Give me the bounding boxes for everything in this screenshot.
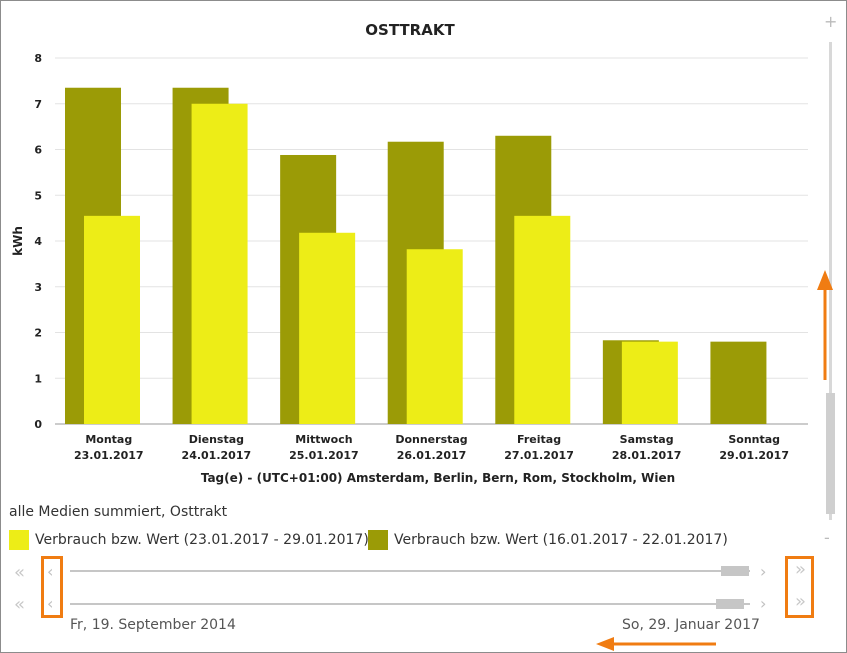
bar-current-week[interactable] (514, 215, 571, 424)
legend-swatch-previous (368, 530, 388, 550)
legend-swatch-current (9, 530, 29, 550)
y-tick-label: 5 (34, 189, 42, 202)
x-tick-date: 25.01.2017 (289, 449, 359, 462)
bars (65, 87, 767, 425)
x-tick-day: Montag (85, 433, 132, 446)
y-tick-label: 6 (34, 144, 42, 157)
legend-item-current[interactable]: Verbrauch bzw. Wert (23.01.2017 - 29.01.… (9, 530, 369, 550)
x-tick-date: 27.01.2017 (504, 449, 574, 462)
navigator-start-date: Fr, 19. September 2014 (70, 617, 236, 633)
navigator-track-top[interactable] (70, 570, 750, 572)
x-tick-day: Sonntag (728, 433, 780, 446)
navigator-handle-bottom[interactable] (716, 599, 744, 609)
legend-label-previous: Verbrauch bzw. Wert (16.01.2017 - 22.01.… (394, 532, 728, 548)
x-tick-labels: Montag 23.01.2017 Dienstag 24.01.2017 Mittwo… (74, 433, 789, 462)
y-tick-labels: 0 1 2 3 4 5 6 7 8 (34, 52, 42, 431)
chevron-left-icon-2[interactable]: ‹ (47, 594, 54, 613)
y-tick-label: 8 (34, 52, 42, 65)
last-page-icon[interactable]: » (795, 559, 807, 580)
y-tick-label: 0 (34, 418, 42, 431)
y-tick-label: 2 (34, 327, 42, 340)
bar-current-week[interactable] (406, 249, 463, 424)
zoom-out-icon[interactable]: - (824, 528, 830, 547)
zoom-in-icon[interactable]: + (824, 12, 838, 31)
chevron-right-icon-2[interactable]: › (760, 594, 767, 613)
chevron-right-icon[interactable]: › (760, 562, 767, 581)
x-tick-date: 23.01.2017 (74, 449, 144, 462)
vertical-scroll-thumb[interactable] (826, 393, 835, 514)
y-axis-label: kWh (11, 226, 25, 256)
x-tick-date: 24.01.2017 (182, 449, 252, 462)
navigator-track-bottom[interactable] (70, 603, 750, 605)
x-tick-day: Dienstag (189, 433, 244, 446)
x-tick-day: Samstag (620, 433, 674, 446)
x-axis-label: Tag(e) - (UTC+01:00) Amsterdam, Berlin, … (201, 471, 675, 485)
legend-label-current: Verbrauch bzw. Wert (23.01.2017 - 29.01.… (35, 532, 369, 548)
last-page-icon-2[interactable]: » (795, 591, 807, 612)
bar-current-week[interactable] (621, 341, 678, 424)
up-arrow-icon (817, 270, 833, 290)
left-arrow-icon (596, 637, 614, 651)
x-tick-date: 29.01.2017 (719, 449, 789, 462)
x-tick-day: Mittwoch (295, 433, 352, 446)
first-page-icon-2[interactable]: « (14, 594, 26, 615)
chevron-left-icon[interactable]: ‹ (47, 562, 54, 581)
legend-title: alle Medien summiert, Osttrakt (9, 504, 228, 520)
navigator-handle-top[interactable] (721, 566, 749, 576)
bar-chart: OSTTRAKT 0 1 2 3 4 5 6 7 8 kWh Montag 23.01.2017 D… (11, 21, 808, 485)
x-tick-day: Freitag (517, 433, 561, 446)
bar-previous-week[interactable] (710, 341, 767, 424)
bar-current-week[interactable] (84, 215, 140, 424)
chart-title: OSTTRAKT (365, 21, 455, 39)
bar-current-week[interactable] (191, 103, 248, 424)
y-tick-label: 7 (34, 98, 42, 111)
vertical-scroll-track[interactable] (829, 42, 832, 520)
legend-item-previous[interactable]: Verbrauch bzw. Wert (16.01.2017 - 22.01.… (368, 530, 728, 550)
y-tick-label: 1 (34, 372, 42, 385)
x-tick-day: Donnerstag (395, 433, 467, 446)
highlight-box-left (41, 556, 63, 618)
x-tick-date: 26.01.2017 (397, 449, 467, 462)
y-tick-label: 4 (34, 235, 42, 248)
bar-current-week[interactable] (299, 232, 356, 424)
x-tick-date: 28.01.2017 (612, 449, 682, 462)
first-page-icon[interactable]: « (14, 562, 26, 583)
highlight-box-right (785, 556, 814, 618)
y-tick-label: 3 (34, 281, 42, 294)
navigator-end-date: So, 29. Januar 2017 (622, 617, 760, 633)
